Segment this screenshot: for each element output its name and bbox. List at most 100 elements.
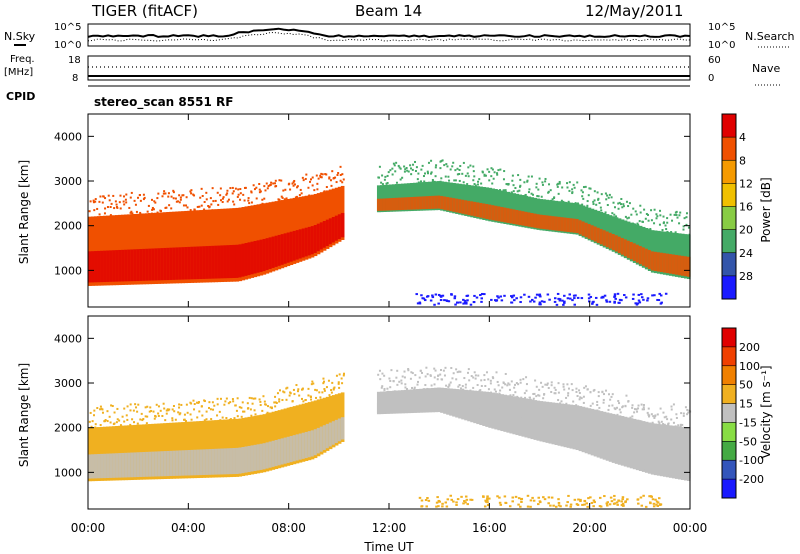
power-echo-speck — [98, 213, 101, 216]
velocity-echo-core-0-col — [91, 454, 95, 479]
date-label: 12/May/2011 — [585, 2, 683, 20]
velocity-echo-core-1-col — [527, 418, 532, 437]
velocity-echo-speck — [396, 383, 399, 386]
velocity-echo-speck — [409, 377, 412, 380]
power-echo-speck — [617, 202, 620, 205]
velocity-ground-scatter-point — [579, 500, 582, 503]
colorbar-segment — [722, 229, 736, 254]
velocity-ground-scatter-point — [589, 496, 592, 499]
power-echo-speck — [647, 219, 650, 222]
power-echo-speck — [547, 191, 550, 194]
velocity-ground-scatter-point — [547, 502, 550, 505]
velocity-echo-speck — [309, 395, 312, 398]
power-ground-scatter-point — [535, 293, 539, 296]
power-ground-scatter-point — [421, 297, 424, 300]
velocity-echo-band-0-col — [235, 418, 240, 477]
velocity-ground-scatter-point — [557, 501, 561, 504]
velocity-echo-speck — [288, 394, 291, 397]
velocity-echo-core-1-col — [518, 416, 523, 434]
velocity-echo-core-1-col — [647, 448, 652, 472]
velocity-echo-speck — [140, 412, 143, 415]
velocity-echo-band-0-col — [325, 396, 330, 451]
power-echo-speck — [282, 189, 285, 192]
velocity-echo-core-0-col — [88, 454, 92, 479]
velocity-echo-speck — [575, 390, 578, 393]
velocity-ground-scatter-point — [470, 498, 474, 501]
power-ground-scatter-point — [523, 293, 526, 296]
power-echo-speck — [392, 162, 395, 165]
power-echo-speck — [201, 195, 204, 197]
velocity-echo-speck — [141, 419, 144, 422]
power-echo-core-1-col — [662, 253, 667, 273]
power-echo-speck — [162, 192, 165, 195]
velocity-echo-speck — [679, 425, 682, 428]
power-echo-speck — [478, 178, 481, 181]
power-echo-band-1-col — [614, 217, 619, 254]
velocity-echo-core-0-col — [106, 453, 110, 479]
power-echo-speck — [622, 205, 625, 208]
velocity-echo-speck — [404, 386, 407, 389]
velocity-echo-speck — [580, 397, 583, 400]
velocity-ground-scatter-point — [486, 495, 489, 498]
velocity-echo-speck — [565, 402, 568, 405]
velocity-echo-core-0-col — [232, 448, 237, 475]
power-ground-scatter-point — [558, 298, 562, 301]
velocity-echo-speck — [296, 390, 299, 393]
power-echo-speck — [589, 187, 592, 190]
power-echo-speck — [212, 200, 215, 203]
power-echo-band-0-col — [307, 195, 312, 259]
velocity-ground-scatter-point — [435, 505, 438, 508]
velocity-echo-core-1-col — [491, 410, 495, 427]
power-echo-speck — [337, 172, 340, 174]
velocity-echo-speck — [520, 396, 523, 399]
velocity-echo-speck — [196, 401, 198, 404]
velocity-ground-scatter-point — [639, 496, 643, 499]
x-axis-ticks: 00:00 04:00 08:00 12:00 16:00 20:00 00:00 — [71, 114, 707, 535]
velocity-ground-scatter-point — [498, 501, 502, 504]
power-echo-band-1-col — [638, 225, 643, 267]
velocity-echo-core-1-col — [434, 399, 438, 411]
power-echo-speck — [298, 194, 301, 197]
power-echo-speck — [662, 215, 665, 218]
velocity-echo-core-0-col — [286, 436, 291, 463]
velocity-echo-core-0-col — [340, 417, 345, 440]
power-echo-core-0-col — [136, 249, 140, 281]
velocity-echo-speck — [619, 411, 622, 414]
power-ground-scatter-point — [480, 297, 483, 300]
power-echo-speck — [88, 210, 91, 213]
power-ground-scatter-point — [497, 296, 500, 299]
velocity-echo-speck — [487, 388, 490, 391]
power-echo-band-0-col — [154, 212, 158, 284]
power-echo-core-1-col — [512, 209, 517, 224]
velocity-echo-speck — [250, 414, 253, 417]
power-echo-core-1-col — [446, 197, 450, 211]
velocity-echo-speck — [216, 414, 219, 417]
velocity-echo-speck — [506, 384, 509, 387]
power-echo-band-0-col — [232, 208, 237, 282]
power-echo-core-1-col — [632, 243, 637, 261]
velocity-echo-speck — [144, 415, 147, 418]
velocity-echo-band-0-col — [214, 420, 219, 478]
velocity-ground-scatter-point — [452, 500, 455, 503]
velocity-echo-speck — [613, 407, 616, 410]
power-ground-scatter-point — [479, 294, 482, 297]
velocity-ground-scatter-point — [587, 497, 590, 500]
velocity-echo-core-1-col — [419, 400, 423, 412]
power-ground-scatter-point — [527, 295, 531, 298]
velocity-ground-scatter-point — [655, 503, 658, 506]
power-ground-scatter-point — [601, 295, 604, 298]
colorbar-segment — [722, 460, 736, 480]
velocity-echo-speck — [656, 413, 659, 416]
power-echo-speck — [412, 163, 415, 166]
power-echo-speck — [255, 186, 258, 189]
power-echo-core-1-col — [413, 196, 417, 210]
power-ground-scatter-point — [434, 293, 438, 296]
velocity-echo-speck — [635, 408, 638, 411]
velocity-echo-speck — [461, 385, 464, 388]
velocity-echo-speck — [407, 369, 410, 372]
power-echo-speck — [154, 201, 157, 204]
nsearch-label: N.Search — [745, 30, 795, 43]
velocity-echo-core-1-col — [410, 401, 414, 412]
velocity-echo-speck — [596, 403, 599, 406]
power-echo-speck — [301, 176, 304, 179]
